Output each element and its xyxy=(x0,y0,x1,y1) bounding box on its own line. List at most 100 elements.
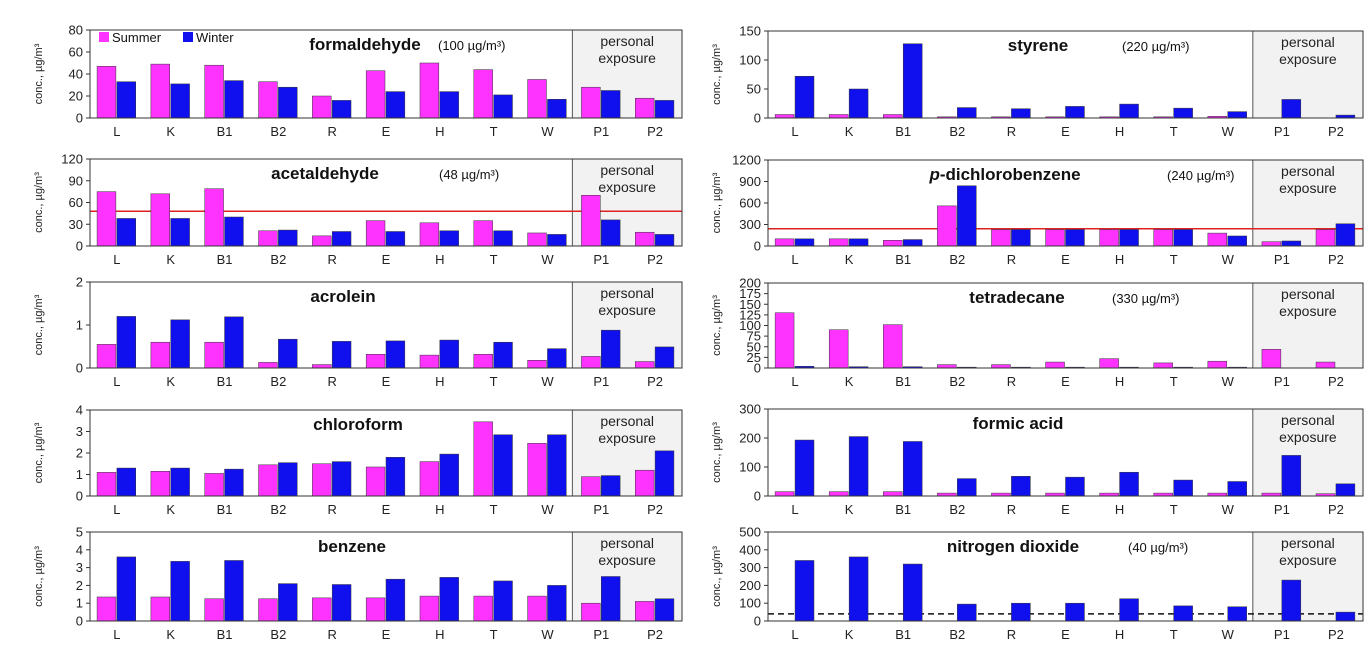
x-tick-label: P1 xyxy=(1274,502,1290,517)
bar-summer-H xyxy=(419,354,440,369)
bar-summer-W xyxy=(527,360,547,369)
x-tick-label: H xyxy=(435,124,444,139)
x-tick-label: K xyxy=(166,252,175,267)
y-tick-label: 0 xyxy=(754,361,761,376)
x-tick-label: P1 xyxy=(593,124,609,139)
x-tick-label: K xyxy=(166,627,175,642)
x-tick-label: W xyxy=(1222,502,1235,517)
bar-winter-E xyxy=(1065,602,1085,622)
x-tick-label: B1 xyxy=(895,374,911,389)
bar-winter-B1 xyxy=(224,80,244,119)
bar-winter-L xyxy=(116,81,136,119)
bar-summer-W xyxy=(1207,360,1228,369)
bar-winter-B2 xyxy=(278,229,298,247)
bar-winter-L xyxy=(116,218,136,247)
bar-winter-H xyxy=(439,339,459,369)
bar-summer-R xyxy=(312,235,332,247)
bar-winter-W xyxy=(547,434,567,497)
bar-winter-P2 xyxy=(1335,483,1356,497)
y-tick-label: 30 xyxy=(69,217,83,232)
bar-summer-E xyxy=(365,70,386,119)
chart-title: p-dichlorobenzene xyxy=(928,165,1080,184)
bar-winter-P1 xyxy=(1281,240,1302,247)
y-tick-label: 125 xyxy=(739,307,761,322)
bar-summer-B2 xyxy=(258,362,278,369)
y-tick-label: 90 xyxy=(69,173,83,188)
x-tick-label: L xyxy=(113,627,120,642)
x-tick-label: T xyxy=(490,627,498,642)
x-tick-label: H xyxy=(435,502,444,517)
x-tick-label: B1 xyxy=(217,124,233,139)
bar-winter-B2 xyxy=(957,185,977,247)
bar-summer-H xyxy=(419,461,440,497)
x-tick-label: T xyxy=(490,502,498,517)
x-tick-label: P2 xyxy=(647,627,663,642)
chart-title: nitrogen dioxide xyxy=(947,537,1079,556)
x-tick-label: E xyxy=(1061,252,1070,267)
bar-winter-B1 xyxy=(224,468,244,497)
bar-winter-R xyxy=(331,584,352,622)
x-tick-label: H xyxy=(1115,627,1124,642)
guideline-value-label: (240 µg/m³) xyxy=(1167,168,1234,183)
y-tick-label: 200 xyxy=(739,276,761,291)
bar-summer-W xyxy=(527,443,547,497)
x-tick-label: B1 xyxy=(895,124,911,139)
y-tick-label: 175 xyxy=(739,286,761,301)
x-tick-label: R xyxy=(327,502,336,517)
bar-winter-K xyxy=(848,436,869,497)
bar-summer-B2 xyxy=(937,205,957,247)
bar-summer-H xyxy=(419,595,440,622)
bar-winter-P1 xyxy=(601,475,621,497)
bar-summer-T xyxy=(1153,362,1173,369)
bar-winter-T xyxy=(1173,107,1193,119)
plot-frame xyxy=(89,531,683,622)
x-tick-label: P1 xyxy=(1274,374,1290,389)
bar-winter-P1 xyxy=(1281,455,1302,497)
bar-winter-T xyxy=(1173,605,1193,622)
x-tick-label: H xyxy=(435,252,444,267)
y-tick-label: 400 xyxy=(739,542,761,557)
y-tick-label: 0 xyxy=(76,489,83,504)
personal-exposure-label: personal xyxy=(600,535,654,551)
bar-winter-B2 xyxy=(278,583,298,622)
bar-summer-L xyxy=(96,472,117,497)
x-tick-label: R xyxy=(327,627,336,642)
y-tick-label: 100 xyxy=(739,318,761,333)
x-tick-label: E xyxy=(382,374,391,389)
y-tick-label: 4 xyxy=(76,542,83,557)
bar-summer-L xyxy=(774,238,795,247)
personal-exposure-label: personal xyxy=(1281,535,1335,551)
legend-swatch-winter xyxy=(183,32,193,42)
bar-winter-B2 xyxy=(957,603,977,622)
y-tick-label: 1200 xyxy=(732,153,761,168)
y-tick-label: 1 xyxy=(76,318,83,333)
personal-exposure-region xyxy=(1252,532,1363,621)
bar-winter-L xyxy=(116,467,136,497)
bar-winter-K xyxy=(170,83,190,119)
bar-winter-W xyxy=(547,585,567,622)
bar-winter-L xyxy=(794,75,815,119)
bar-summer-P1 xyxy=(581,86,601,119)
y-tick-label: 75 xyxy=(747,329,761,344)
plot-frame xyxy=(767,30,1364,119)
bar-winter-R xyxy=(1011,476,1031,497)
bar-winter-W xyxy=(1227,235,1247,247)
bar-winter-P2 xyxy=(654,234,675,247)
y-tick-label: 2 xyxy=(76,578,83,593)
x-tick-label: L xyxy=(113,124,120,139)
y-tick-label: 60 xyxy=(69,195,83,210)
bar-summer-R xyxy=(991,229,1011,247)
bar-summer-P1 xyxy=(581,476,601,497)
x-tick-label: T xyxy=(490,252,498,267)
y-tick-label: 0 xyxy=(76,239,83,254)
y-tick-label: 300 xyxy=(739,560,761,575)
x-tick-label: L xyxy=(113,252,120,267)
bar-summer-H xyxy=(419,222,440,247)
y-tick-label: 150 xyxy=(739,297,761,312)
x-tick-label: R xyxy=(1007,502,1016,517)
y-tick-label: 600 xyxy=(739,196,761,211)
y-axis-label: conc., µg/m³ xyxy=(711,295,723,356)
bar-winter-R xyxy=(1011,108,1031,119)
chart-title: tetradecane xyxy=(969,288,1064,307)
